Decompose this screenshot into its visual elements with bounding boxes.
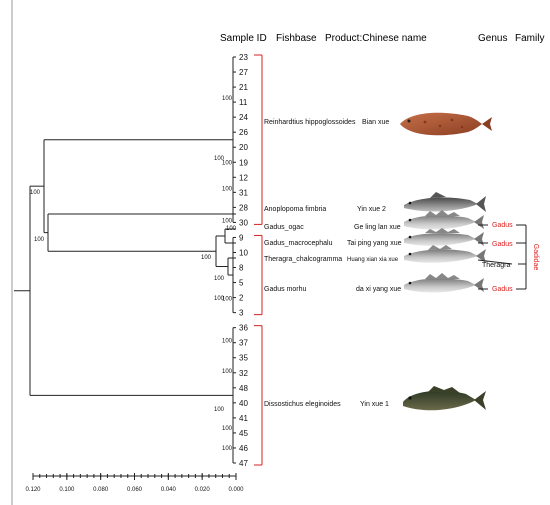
- axis-tick-label: 0.100: [59, 487, 75, 493]
- cod-icon: [404, 210, 484, 230]
- bootstrap-label: 100: [34, 237, 45, 243]
- product-label-yin-xue-1: Yin xue 1: [360, 401, 389, 408]
- leaf-label: 12: [239, 173, 248, 182]
- bootstrap-label: 100: [214, 276, 225, 282]
- product-label-huang-xian-xia-xue: Huang xian xia xue: [347, 257, 399, 263]
- leaf-label: 36: [239, 324, 248, 333]
- leaf-label: 46: [239, 444, 248, 453]
- bootstrap-label: 100: [222, 186, 233, 192]
- header-sample-id: Sample ID: [220, 33, 267, 44]
- genus-label-gadus: Gadus: [492, 241, 513, 248]
- bootstrap-label: 100: [222, 160, 233, 166]
- bootstrap-label: 100: [222, 218, 233, 224]
- leaf-label: 30: [239, 218, 248, 227]
- header-fishbase: Fishbase: [276, 33, 317, 44]
- leaf-label: 24: [239, 113, 248, 122]
- bootstrap-label: 100: [214, 296, 225, 302]
- product-label-bian-xue: Bian xue: [362, 119, 389, 126]
- bootstrap-label: 100: [222, 369, 233, 375]
- bootstrap-label: 100: [222, 446, 233, 452]
- leaf-label: 20: [239, 143, 248, 152]
- red-brackets: [254, 54, 263, 466]
- leaf-label: 31: [239, 188, 248, 197]
- leaf-label: 3: [239, 309, 244, 318]
- axis-tick-label: 0.080: [93, 487, 109, 493]
- species-label-theragra: Theragra_chalcogramma: [264, 256, 342, 263]
- leaf-labels: 2327211124262019123128309108523363735324…: [239, 53, 248, 468]
- bootstrap-label: 100: [226, 226, 237, 232]
- family-bracket: [516, 224, 527, 290]
- species-label-anoplopoma: Anoplopoma fimbria: [264, 206, 326, 213]
- leaf-label: 2: [239, 294, 244, 303]
- bootstrap-label: 100: [222, 297, 233, 303]
- product-label-da-xi-yang-xue: da xi yang xue: [356, 286, 401, 293]
- leaf-label: 27: [239, 68, 248, 77]
- bootstrap-label: 100: [201, 255, 212, 261]
- header-genus: Genus: [478, 33, 507, 44]
- leaf-label: 21: [239, 83, 248, 92]
- leaf-label: 26: [239, 128, 248, 137]
- leaf-label: 10: [239, 248, 248, 257]
- leaf-label: 23: [239, 53, 248, 62]
- leaf-label: 9: [239, 233, 244, 242]
- species-label-gadus-morhu: Gadus morhu: [264, 286, 307, 293]
- bootstrap-labels: 1001001001001001001001001001001001001001…: [30, 96, 237, 452]
- toothfish-icon: [403, 386, 486, 411]
- product-label-yin-xue-2: Yin xue 2: [357, 206, 386, 213]
- header-product: Product:Chinese name: [325, 33, 427, 44]
- tree-branches: [14, 56, 236, 464]
- genus-label-gadus: Gadus: [492, 222, 513, 229]
- leaf-label: 32: [239, 369, 248, 378]
- leaf-label: 11: [239, 98, 248, 107]
- product-label-ge-ling-lan-xue: Ge ling lan xue: [354, 224, 401, 231]
- bootstrap-label: 100: [214, 407, 225, 413]
- axis-tick-label: 0.000: [228, 487, 244, 493]
- sablefish-icon: [404, 192, 486, 212]
- scale-axis-ticks: [32, 473, 237, 480]
- cod-icon: [404, 228, 484, 246]
- species-label-dissostichus: Dissostichus eleginoides: [264, 401, 341, 408]
- bootstrap-label: 100: [30, 190, 41, 196]
- genus-connectors: [477, 224, 513, 290]
- axis-tick-label: 0.120: [25, 487, 41, 493]
- family-label-gadidae: Gadidae: [532, 244, 539, 271]
- flatfish-icon: [400, 112, 492, 136]
- pollock-icon: [404, 245, 486, 263]
- leaf-label: 35: [239, 354, 248, 363]
- leaf-label: 5: [239, 279, 244, 288]
- leaf-label: 19: [239, 158, 248, 167]
- axis-tick-label: 0.060: [127, 487, 143, 493]
- bootstrap-label: 100: [222, 96, 233, 102]
- bootstrap-label: 100: [214, 156, 225, 162]
- leaf-label: 28: [239, 203, 248, 212]
- leaf-label: 48: [239, 384, 248, 393]
- genus-label-theragra: Theragra: [482, 262, 511, 269]
- cod-icon: [404, 273, 484, 293]
- species-label-reinhardtius: Reinhardtius hippoglossoides: [264, 119, 356, 126]
- leaf-label: 41: [239, 414, 248, 423]
- scale-axis-labels: 0.120 0.100 0.080 0.060 0.040 0.020 0.000: [25, 487, 244, 493]
- leaf-label: 8: [239, 264, 244, 273]
- axis-tick-label: 0.040: [161, 487, 177, 493]
- bootstrap-label: 100: [222, 339, 233, 345]
- leaf-label: 37: [239, 339, 248, 348]
- axis-tick-label: 0.020: [195, 487, 211, 493]
- genus-label-gadus: Gadus: [492, 286, 513, 293]
- leaf-label: 40: [239, 399, 248, 408]
- leaf-label: 45: [239, 429, 248, 438]
- leaf-label: 47: [239, 459, 248, 468]
- bootstrap-label: 100: [222, 426, 233, 432]
- species-label-gadus-ogac: Gadus_ogac: [264, 224, 304, 231]
- header-family: Family: [515, 33, 544, 44]
- product-label-tai-ping-yang-xue: Tai ping yang xue: [347, 240, 402, 247]
- species-label-gadus-macrocephalu: Gadus_macrocephalu: [264, 240, 333, 247]
